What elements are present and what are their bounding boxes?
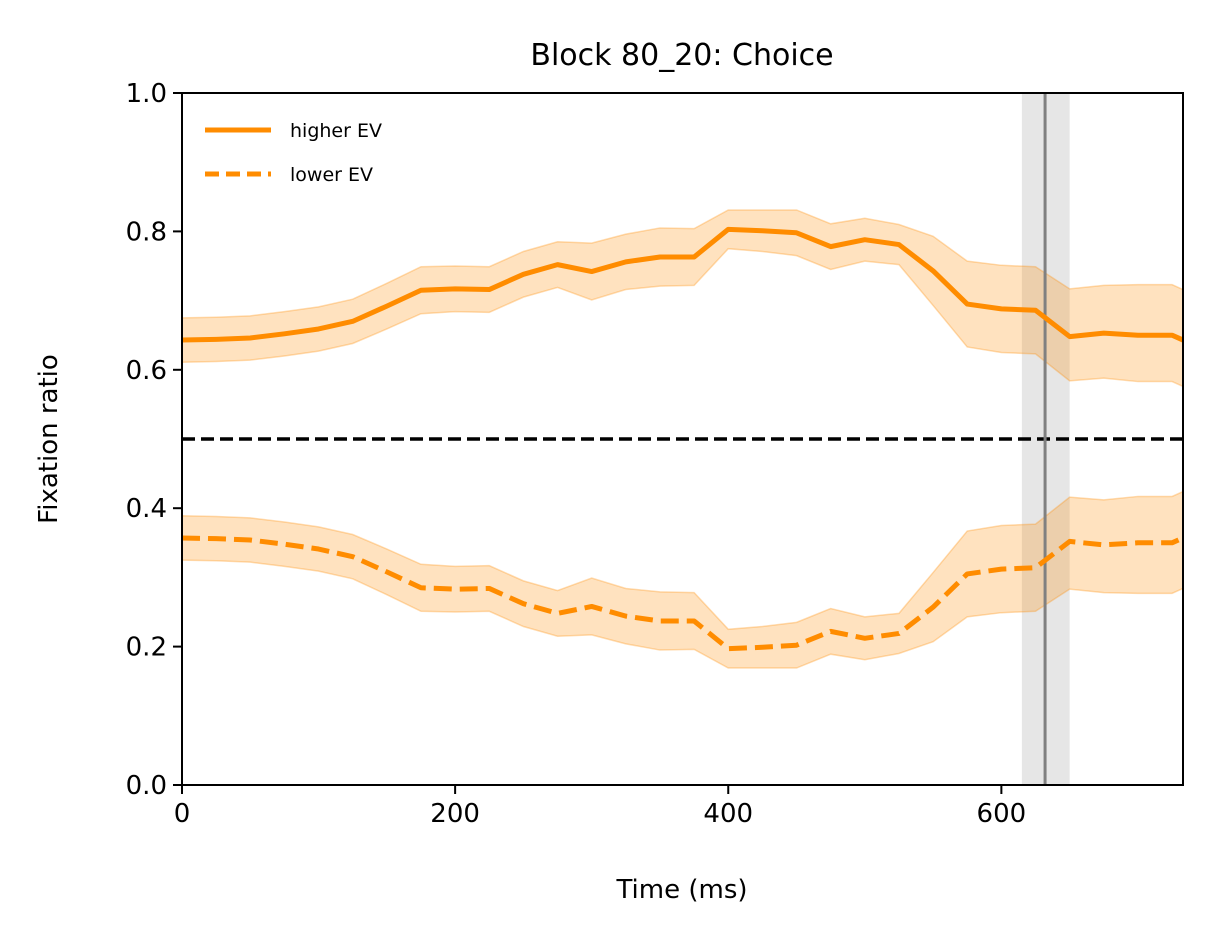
y-tick-label: 0.2 (126, 633, 167, 663)
x-axis-label: Time (ms) (615, 875, 747, 905)
axes: 0 200 400 600 0.0 0.2 0.4 0.6 0.8 1.0 (126, 79, 1184, 829)
series-line-higher-ev (182, 226, 1183, 343)
plot-content (182, 93, 1183, 785)
x-tick-label: 0 (174, 799, 191, 829)
axes-frame (181, 92, 1184, 786)
y-tick-label: 0.6 (126, 356, 167, 386)
plot-area (182, 93, 1183, 785)
series-line-lower-ev (182, 535, 1183, 652)
legend: higher EV lower EV (205, 120, 382, 186)
y-tick-label: 0.4 (126, 494, 167, 524)
chart-title: Block 80_20: Choice (530, 38, 833, 73)
series-band-higher-ev (182, 209, 1183, 388)
series-band-lower-ev (182, 490, 1183, 669)
x-tick-label: 600 (977, 799, 1027, 829)
y-tick-label: 0.0 (126, 771, 167, 801)
x-tick-label: 200 (430, 799, 480, 829)
x-tick-label: 400 (703, 799, 753, 829)
legend-label-higher-ev: higher EV (290, 120, 382, 142)
y-tick-label: 1.0 (126, 79, 167, 109)
y-axis-label: Fixation ratio (34, 354, 64, 524)
legend-label-lower-ev: lower EV (290, 164, 373, 186)
y-tick-label: 0.8 (126, 217, 167, 247)
